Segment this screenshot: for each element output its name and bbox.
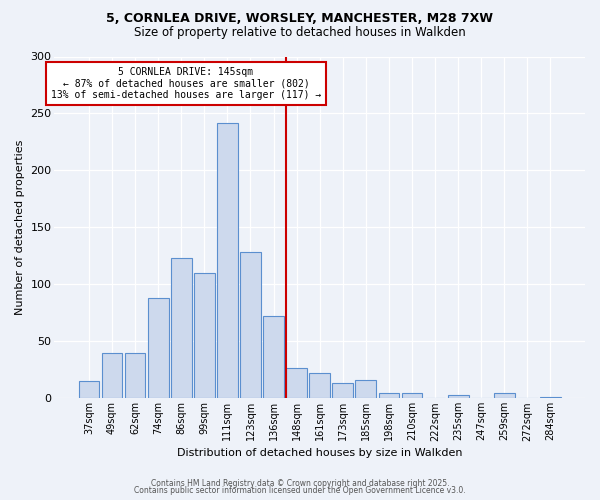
Bar bbox=[240, 252, 261, 398]
Bar bbox=[263, 316, 284, 398]
Bar bbox=[286, 368, 307, 398]
Text: 5, CORNLEA DRIVE, WORSLEY, MANCHESTER, M28 7XW: 5, CORNLEA DRIVE, WORSLEY, MANCHESTER, M… bbox=[107, 12, 493, 26]
Bar bbox=[217, 122, 238, 398]
Bar bbox=[494, 392, 515, 398]
Text: 5 CORNLEA DRIVE: 145sqm
← 87% of detached houses are smaller (802)
13% of semi-d: 5 CORNLEA DRIVE: 145sqm ← 87% of detache… bbox=[51, 67, 321, 100]
X-axis label: Distribution of detached houses by size in Walkden: Distribution of detached houses by size … bbox=[177, 448, 463, 458]
Y-axis label: Number of detached properties: Number of detached properties bbox=[15, 140, 25, 315]
Bar bbox=[401, 392, 422, 398]
Bar bbox=[171, 258, 191, 398]
Bar bbox=[448, 395, 469, 398]
Bar bbox=[310, 373, 330, 398]
Bar bbox=[79, 381, 100, 398]
Bar bbox=[148, 298, 169, 398]
Bar bbox=[332, 384, 353, 398]
Text: Contains HM Land Registry data © Crown copyright and database right 2025.: Contains HM Land Registry data © Crown c… bbox=[151, 478, 449, 488]
Bar bbox=[125, 352, 145, 399]
Bar bbox=[194, 273, 215, 398]
Bar bbox=[540, 397, 561, 398]
Bar bbox=[101, 352, 122, 399]
Bar bbox=[355, 380, 376, 398]
Text: Contains public sector information licensed under the Open Government Licence v3: Contains public sector information licen… bbox=[134, 486, 466, 495]
Bar bbox=[379, 392, 400, 398]
Text: Size of property relative to detached houses in Walkden: Size of property relative to detached ho… bbox=[134, 26, 466, 39]
